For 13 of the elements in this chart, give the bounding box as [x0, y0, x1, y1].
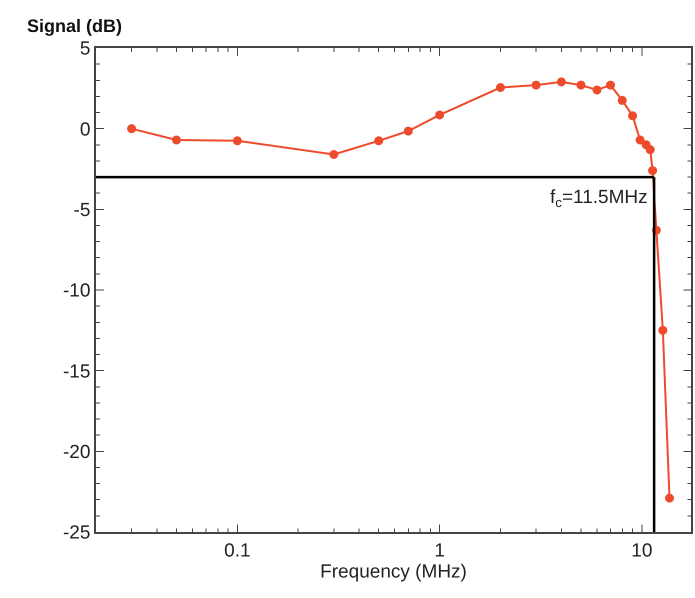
x-tick-label: 0.1 — [224, 540, 251, 562]
y-axis-title: Signal (dB) — [27, 16, 122, 36]
ref-line-label: f$_{c}$=11.5MHz — [550, 187, 648, 210]
y-tick-label: 5 — [80, 38, 90, 60]
y-tick-label: -10 — [62, 280, 90, 302]
y-tick-label: -25 — [62, 522, 90, 544]
x-tick-label: 1 — [434, 540, 445, 562]
y-tick-label: -20 — [62, 442, 90, 463]
x-tick-label: 10 — [631, 540, 652, 562]
y-tick-label: 0 — [80, 119, 90, 140]
y-tick-label: -15 — [62, 361, 90, 382]
x-axis-title: Frequency (MHz) — [320, 562, 467, 583]
y-tick-label: -5 — [74, 200, 90, 221]
